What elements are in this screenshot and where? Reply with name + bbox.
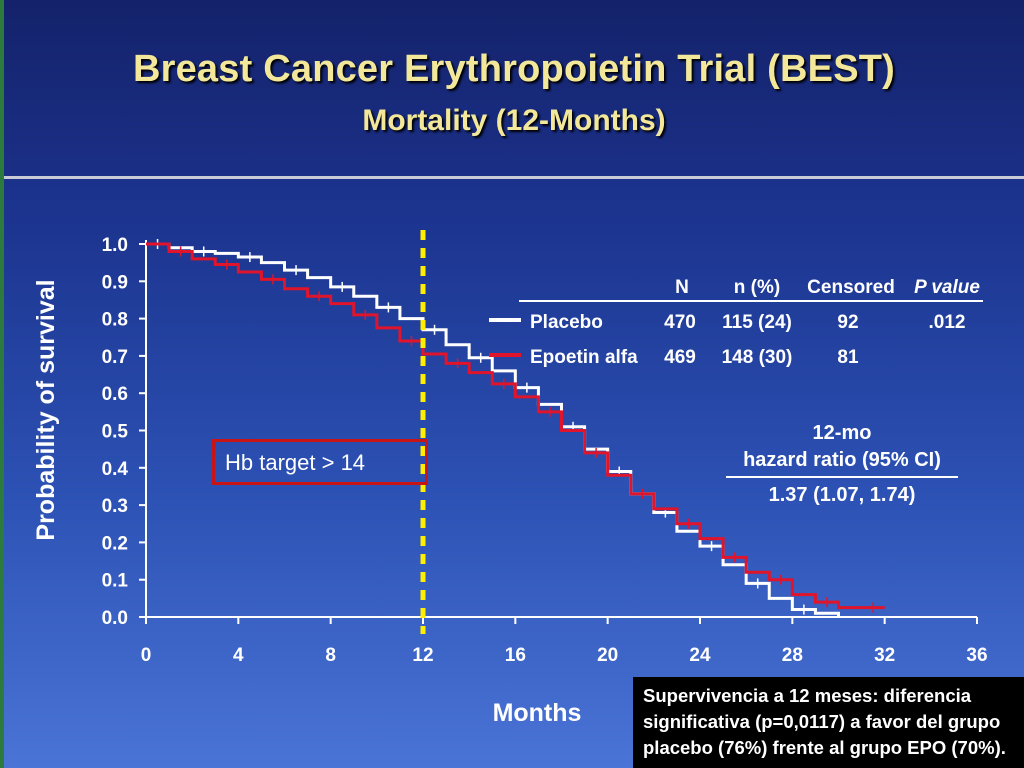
- hb-target-annotation: Hb target > 14: [212, 439, 428, 485]
- y-tick-label: 0.7: [102, 347, 128, 368]
- table-row-epoetin-censored: 81: [837, 347, 859, 368]
- x-axis-label: Months: [493, 699, 582, 727]
- y-tick-label: 0.6: [102, 384, 128, 405]
- table-row-epoetin-label: Epoetin alfa: [530, 347, 638, 368]
- x-tick-label: 8: [325, 645, 336, 666]
- y-tick-label: 0.8: [102, 310, 128, 331]
- slide-subtitle: Mortality (12-Months): [362, 104, 666, 137]
- survival-curve-epoetin-alfa: [146, 242, 885, 610]
- table-header-npct: n (%): [734, 277, 780, 298]
- table-row-epoetin-n: 469: [664, 347, 696, 368]
- x-tick-label: 0: [141, 645, 152, 666]
- summary-note-line1: Supervivencia a 12 meses: diferencia: [643, 685, 972, 706]
- survival-curve-placebo: [146, 242, 840, 617]
- table-header-censored: Censored: [807, 277, 895, 298]
- y-tick-label: 0.0: [102, 608, 128, 629]
- header-divider: [4, 176, 1024, 179]
- y-tick-label: 0.4: [102, 459, 129, 480]
- header-band: [4, 0, 1024, 176]
- left-green-strip: [0, 0, 4, 768]
- hazard-ratio-block: 12-mo hazard ratio (95% CI) 1.37 (1.07, …: [726, 422, 958, 506]
- y-tick-label: 0.1: [102, 571, 129, 592]
- summary-note-line3: placebo (76%) frente al grupo EPO (70%).: [643, 737, 1006, 758]
- x-tick-label: 32: [874, 645, 895, 666]
- hazard-value: 1.37 (1.07, 1.74): [769, 484, 916, 506]
- table-header-n: N: [675, 277, 689, 298]
- hazard-title-line2: hazard ratio (95% CI): [743, 449, 941, 471]
- table-row-epoetin-npct: 148 (30): [722, 347, 793, 368]
- hazard-title-line1: 12-mo: [813, 422, 872, 444]
- table-row-placebo-npct: 115 (24): [722, 312, 792, 333]
- y-tick-label: 0.3: [102, 496, 128, 517]
- series-layer: [146, 239, 885, 617]
- table-row-placebo-censored: 92: [837, 312, 858, 333]
- y-tick-label: 0.5: [102, 422, 129, 443]
- y-tick-label: 0.2: [102, 533, 128, 554]
- table-row-placebo-n: 470: [664, 312, 696, 333]
- y-tick-label: 1.0: [102, 235, 128, 256]
- axis-ticks: 0.0 0.1 0.2 0.3 0.4 0.5 0.6 0.7 0.8 0.9 1.0 0 4 8 12 16…: [102, 235, 988, 666]
- results-table: N n (%) Censored P value Placebo 470 115…: [489, 277, 983, 368]
- summary-note-line2: significativa (p=0,0117) a favor del gru…: [643, 711, 1001, 732]
- x-tick-label: 20: [597, 645, 618, 666]
- summary-note: Supervivencia a 12 meses: diferencia sig…: [633, 677, 1024, 768]
- y-tick-label: 0.9: [102, 272, 128, 293]
- table-row-placebo-label: Placebo: [530, 312, 603, 333]
- slide: Breast Cancer Erythropoietin Trial (BEST…: [4, 0, 1024, 768]
- y-axis-label: Probability of survival: [32, 279, 60, 540]
- table-row-placebo-p: .012: [929, 312, 966, 333]
- x-tick-label: 24: [689, 645, 711, 666]
- x-tick-label: 12: [412, 645, 433, 666]
- x-tick-label: 4: [233, 645, 244, 666]
- x-tick-label: 36: [966, 645, 987, 666]
- x-tick-label: 16: [505, 645, 526, 666]
- x-tick-label: 28: [782, 645, 803, 666]
- table-header-pvalue: P value: [914, 277, 980, 298]
- slide-title: Breast Cancer Erythropoietin Trial (BEST…: [132, 48, 896, 90]
